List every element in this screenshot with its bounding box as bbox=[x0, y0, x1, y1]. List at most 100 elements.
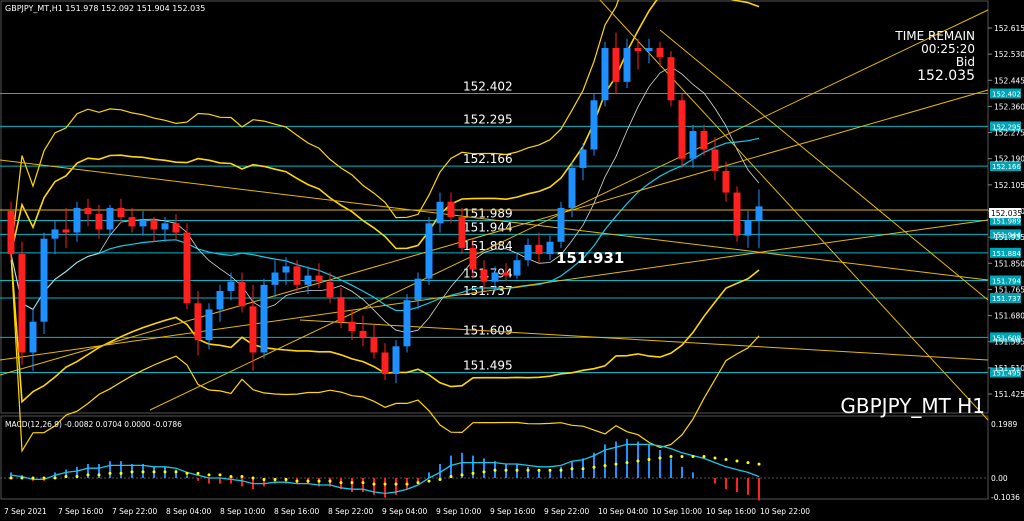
macd-signal-dot bbox=[185, 471, 189, 475]
trendline bbox=[0, 219, 989, 361]
time-axis-label: 8 Sep 22:00 bbox=[328, 507, 374, 516]
candle-body bbox=[601, 47, 609, 101]
candle-body bbox=[337, 297, 345, 322]
bid-label: Bid bbox=[956, 55, 975, 69]
macd-signal-dot bbox=[350, 481, 354, 485]
candle-body bbox=[502, 272, 510, 276]
fast-average-line bbox=[10, 66, 760, 333]
time-axis-label: 7 Sep 16:00 bbox=[58, 507, 104, 516]
trendline bbox=[0, 89, 989, 376]
macd-signal-dot bbox=[64, 474, 68, 478]
candle-body bbox=[656, 47, 664, 58]
macd-signal-dot bbox=[328, 479, 332, 483]
macd-signal-dot bbox=[691, 454, 695, 458]
trendlines bbox=[0, 0, 989, 421]
level-label: 152.295 bbox=[463, 112, 513, 126]
candle-body bbox=[403, 300, 411, 347]
macd-signal-dot bbox=[119, 471, 123, 475]
candle-body bbox=[161, 223, 169, 230]
candle-body bbox=[139, 220, 147, 227]
candle-body bbox=[524, 244, 532, 261]
candle-body bbox=[271, 272, 279, 285]
level-price-tag-text: 151.737 bbox=[992, 295, 1021, 303]
candle-body bbox=[546, 241, 554, 255]
candle-body bbox=[62, 229, 70, 233]
candle-body bbox=[612, 47, 620, 82]
macd-signal-dot bbox=[86, 473, 90, 477]
candle-body bbox=[326, 281, 334, 298]
candle-body bbox=[84, 207, 92, 215]
candle-body bbox=[579, 149, 587, 168]
trendline bbox=[299, 319, 989, 361]
macd-signal-dot bbox=[647, 458, 651, 462]
macd-signal-dot bbox=[702, 454, 706, 458]
price-axis-label: 151.680 bbox=[994, 312, 1024, 321]
candle-body bbox=[414, 278, 422, 301]
macd-signal-dot bbox=[196, 471, 200, 475]
time-axis-label: 9 Sep 22:00 bbox=[544, 507, 590, 516]
level-price-tag bbox=[990, 215, 1021, 226]
time-axis-label: 7 Sep 22:00 bbox=[112, 507, 158, 516]
level-label: 151.989 bbox=[463, 207, 513, 221]
price-axis-label: 151.425 bbox=[994, 390, 1024, 399]
macd-signal-dot bbox=[174, 470, 178, 474]
time-axis-label: 10 Sep 04:00 bbox=[598, 507, 648, 516]
candle-body bbox=[645, 47, 653, 52]
macd-scale-top: 0.1989 bbox=[991, 420, 1017, 429]
candle-body bbox=[425, 223, 433, 279]
macd-signal-dot bbox=[372, 482, 376, 486]
level-price-tag bbox=[990, 88, 1021, 99]
time-axis-label: 8 Sep 16:00 bbox=[274, 507, 320, 516]
level-label: 152.402 bbox=[463, 80, 513, 94]
level-price-tag-text: 151.794 bbox=[992, 278, 1021, 286]
macd-signal-dot bbox=[361, 481, 365, 485]
time-remain-countdown: 00:25:20 bbox=[921, 42, 975, 56]
current-price-box bbox=[989, 208, 1021, 218]
candle-body bbox=[128, 217, 136, 227]
time-axis-label: 7 Sep 2021 bbox=[4, 507, 47, 516]
candle-body bbox=[249, 306, 257, 353]
macd-signal-dot bbox=[218, 473, 222, 477]
candle-body bbox=[568, 167, 576, 208]
macd-indicator bbox=[0, 438, 988, 501]
price-axis-label: 151.595 bbox=[994, 338, 1024, 347]
macd-signal-dot bbox=[581, 467, 585, 471]
price-axis-label: 152.275 bbox=[994, 129, 1024, 138]
level-price-tag bbox=[990, 332, 1021, 343]
price-axis-label: 152.105 bbox=[994, 181, 1024, 190]
candle-body bbox=[304, 275, 312, 285]
macd-signal-dot bbox=[295, 479, 299, 483]
candle-body bbox=[557, 207, 565, 242]
candle-body bbox=[106, 207, 114, 230]
macd-signal-dot bbox=[713, 456, 717, 460]
candle-body bbox=[73, 207, 81, 233]
candle-body bbox=[282, 266, 290, 273]
macd-signal-dot bbox=[317, 479, 321, 483]
macd-signal-dot bbox=[746, 461, 750, 465]
macd-signal-dot bbox=[130, 470, 134, 474]
candle-body bbox=[634, 47, 642, 52]
macd-signal-dot bbox=[625, 461, 629, 465]
indicator-bands bbox=[10, 0, 760, 453]
price-axis-label: 152.190 bbox=[994, 155, 1024, 164]
time-axis-label: 9 Sep 10:00 bbox=[436, 507, 482, 516]
macd-signal-dot bbox=[262, 478, 266, 482]
candle-body bbox=[491, 272, 499, 282]
macd-signal-dot bbox=[548, 468, 552, 472]
time-axis-label: 10 Sep 22:00 bbox=[760, 507, 810, 516]
macd-signal-dot bbox=[614, 462, 618, 466]
candle-body bbox=[447, 201, 455, 218]
level-price-tag bbox=[990, 275, 1021, 286]
candle-body bbox=[7, 211, 15, 255]
candle-body bbox=[40, 238, 48, 322]
macd-signal-dot bbox=[240, 474, 244, 478]
candle-body bbox=[205, 309, 213, 341]
trendline bbox=[149, 9, 989, 411]
macd-signal-dot bbox=[163, 470, 167, 474]
price-axis-label: 152.360 bbox=[994, 102, 1024, 111]
level-price-tag-text: 151.884 bbox=[992, 250, 1021, 258]
candle-body bbox=[315, 275, 323, 282]
macd-signal-dot bbox=[416, 481, 420, 485]
macd-signal-dot bbox=[559, 468, 563, 472]
level-price-tag-text: 152.295 bbox=[992, 123, 1021, 131]
